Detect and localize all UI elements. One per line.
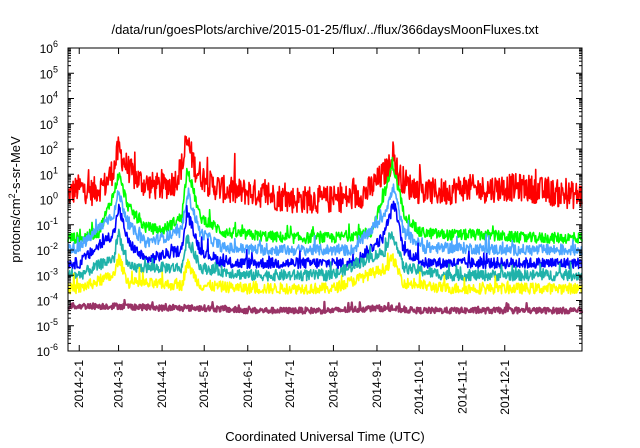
y-tick-exponent: 2 xyxy=(53,140,58,150)
series-line xyxy=(67,298,584,315)
x-tick-label: 2014-10-1 xyxy=(412,360,426,415)
x-tick-label: 2014-3-1 xyxy=(112,360,126,408)
series-line xyxy=(67,156,583,245)
y-axis-label-sup: 2 xyxy=(7,193,17,198)
y-tick-base: 10 xyxy=(37,244,51,258)
chart-title: /data/run/goesPlots/archive/2015-01-25/f… xyxy=(111,22,538,37)
y-tick-base: 10 xyxy=(40,67,54,81)
y-tick-base: 10 xyxy=(40,42,54,56)
y-tick-base: 10 xyxy=(37,219,51,233)
y-tick-base: 10 xyxy=(37,320,51,334)
y-axis-label-group: protons/cm2-s-sr-MeV xyxy=(7,136,23,263)
y-tick-label: 10-6 xyxy=(37,342,58,359)
y-tick-exponent: 3 xyxy=(53,115,58,125)
y-tick-base: 10 xyxy=(37,269,51,283)
x-tick-label: 2014-5-1 xyxy=(197,360,211,408)
y-tick-exponent: -1 xyxy=(50,216,58,226)
y-tick-label: 10-5 xyxy=(37,317,58,334)
y-tick-label: 101 xyxy=(40,165,58,182)
x-tick-label: 2014-4-1 xyxy=(155,360,169,408)
y-axis-label-rest: -s-sr-MeV xyxy=(8,136,23,193)
series-layer xyxy=(67,135,584,315)
y-axis-label-base: protons/cm xyxy=(8,198,23,262)
y-tick-base: 10 xyxy=(37,295,51,309)
y-tick-label: 10-1 xyxy=(37,216,58,233)
x-tick-label: 2014-2-1 xyxy=(72,360,86,408)
series-line xyxy=(67,252,583,295)
y-tick-label: 10-3 xyxy=(37,266,58,283)
y-tick-label: 103 xyxy=(40,115,58,132)
y-tick-exponent: 4 xyxy=(53,90,58,100)
y-tick-base: 10 xyxy=(40,118,54,132)
x-tick-label: 2014-7-1 xyxy=(283,360,297,408)
y-tick-label: 104 xyxy=(40,90,58,107)
y-tick-exponent: -5 xyxy=(50,317,58,327)
y-tick-base: 10 xyxy=(40,194,54,208)
y-tick-label: 10-4 xyxy=(37,292,58,309)
series-line xyxy=(67,228,583,282)
y-tick-base: 10 xyxy=(37,345,51,359)
y-tick-exponent: 5 xyxy=(53,64,58,74)
x-tick-label: 2014-9-1 xyxy=(370,360,384,408)
y-tick-exponent: 0 xyxy=(53,191,58,201)
y-tick-label: 102 xyxy=(40,140,58,157)
x-tick-label: 2014-12-1 xyxy=(498,360,512,415)
y-tick-exponent: 6 xyxy=(53,39,58,49)
y-tick-exponent: -6 xyxy=(50,342,58,352)
y-axis-label: protons/cm2-s-sr-MeV xyxy=(7,136,23,263)
x-tick-label: 2014-6-1 xyxy=(241,360,255,408)
y-tick-label: 106 xyxy=(40,39,58,56)
y-tick-exponent: -2 xyxy=(50,241,58,251)
y-tick-label: 100 xyxy=(40,191,58,208)
series-line xyxy=(67,135,583,214)
x-axis-label: Coordinated Universal Time (UTC) xyxy=(225,429,424,444)
y-tick-exponent: -4 xyxy=(50,292,58,302)
x-tick-label: 2014-8-1 xyxy=(326,360,340,408)
y-tick-base: 10 xyxy=(40,168,54,182)
y-ticks: 10-610-510-410-310-210-11001011021031041… xyxy=(37,39,582,359)
y-tick-base: 10 xyxy=(40,143,54,157)
x-tick-label: 2014-11-1 xyxy=(456,360,470,414)
y-tick-exponent: -3 xyxy=(50,266,58,276)
y-tick-exponent: 1 xyxy=(53,165,58,175)
series-line xyxy=(67,183,583,257)
y-tick-label: 105 xyxy=(40,64,58,81)
x-ticks: 2014-2-1 2014-3-1 2014-4-1 2014-5-1 2014-6-1… xyxy=(72,48,512,415)
y-tick-label: 10-2 xyxy=(37,241,58,258)
series-line xyxy=(67,200,583,270)
y-tick-base: 10 xyxy=(40,93,54,107)
